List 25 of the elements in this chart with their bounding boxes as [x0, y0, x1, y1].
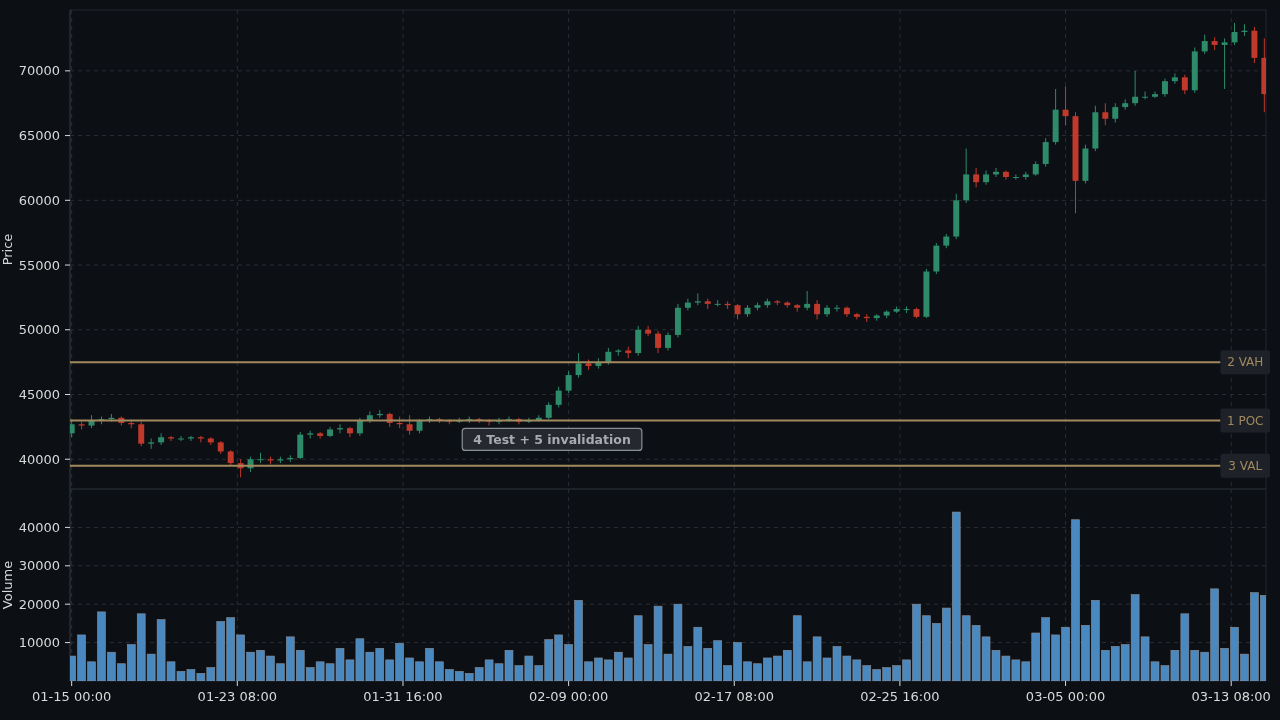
y-axis-title: Volume	[0, 560, 15, 610]
x-tick-label: 01-31 16:00	[363, 689, 443, 704]
y-tick-label: 20000	[18, 596, 60, 612]
y-tick-label: 45000	[18, 387, 60, 403]
x-tick-label: 01-23 08:00	[197, 689, 277, 704]
y-tick-label: 65000	[18, 128, 60, 144]
y-axis-title: Price	[0, 233, 15, 266]
y-tick-label: 60000	[18, 192, 60, 208]
x-tick-label: 02-09 00:00	[528, 689, 609, 704]
y-tick-label: 70000	[18, 63, 60, 79]
y-tick-label: 50000	[18, 322, 60, 338]
ref-line-label: 2 VAH	[1227, 355, 1264, 370]
y-tick-label: 10000	[18, 635, 60, 651]
x-tick-label: 03-05 00:00	[1025, 689, 1106, 704]
y-tick-label: 55000	[18, 257, 60, 273]
x-tick-label: 03-13 08:00	[1191, 689, 1271, 704]
ref-line-label: 3 VAL	[1228, 458, 1263, 473]
x-tick-label: 02-17 08:00	[694, 689, 774, 704]
y-tick-label: 40000	[18, 451, 60, 467]
x-tick-label: 02-25 16:00	[860, 689, 940, 704]
annotation: 4 Test + 5 invalidation	[473, 431, 631, 447]
ref-line-label: 1 POC	[1226, 413, 1264, 428]
x-tick-label: 01-15 00:00	[31, 689, 112, 704]
y-tick-label: 40000	[18, 519, 60, 535]
y-tick-label: 30000	[18, 558, 60, 574]
